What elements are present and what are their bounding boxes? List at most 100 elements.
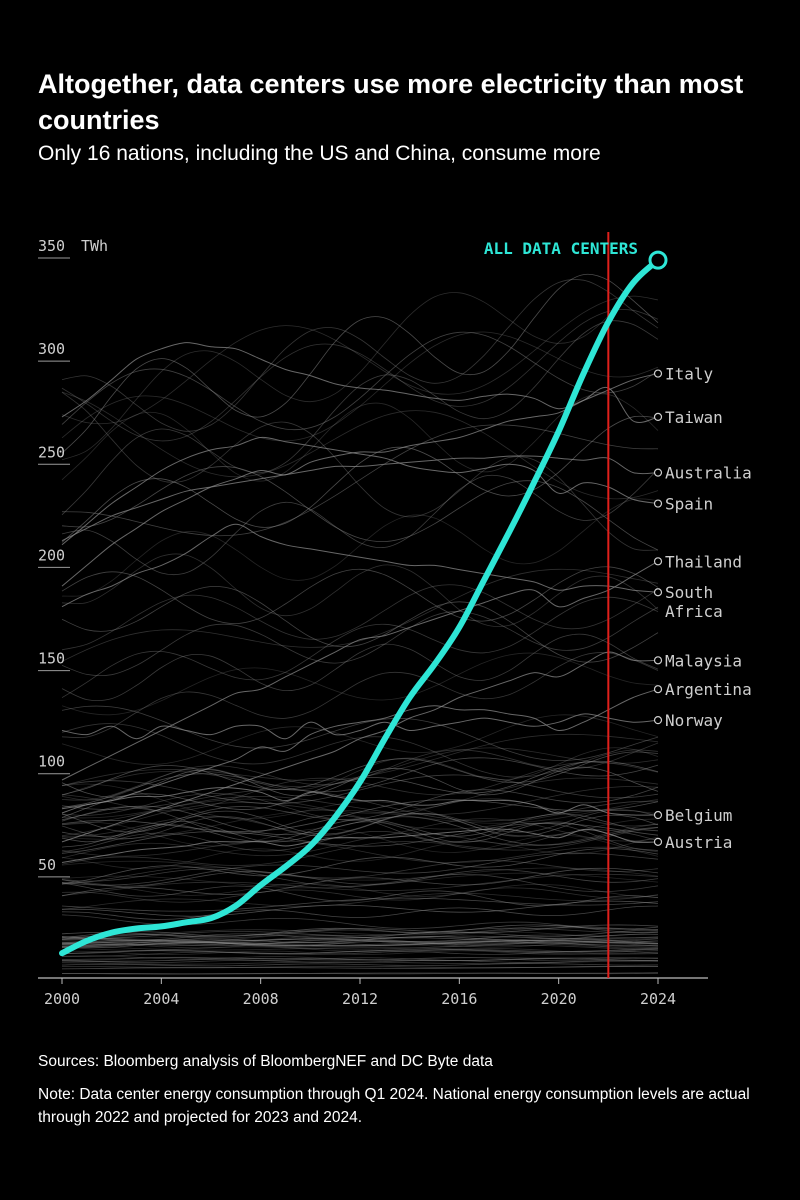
- country-line: [61, 793, 659, 827]
- labeled-country-lines: [61, 342, 659, 863]
- country-line: [61, 949, 659, 955]
- country-line: [61, 747, 659, 801]
- x-tick-label: 2008: [243, 990, 279, 1008]
- line-chart: 350 300 250 200 150 100 50 TWh 2000 2004 2008 2012…: [38, 232, 752, 1008]
- country-line-argentina: [61, 688, 659, 814]
- country-label: Australia: [665, 464, 752, 483]
- x-tick-label: 2016: [441, 990, 477, 1008]
- country-line: [62, 972, 659, 975]
- country-line: [61, 827, 659, 866]
- country-line: [61, 785, 659, 825]
- country-line-austria: [61, 828, 659, 863]
- country-line: [61, 799, 659, 832]
- country-end-marker: [653, 499, 663, 508]
- country-line: [61, 944, 659, 955]
- country-line: [61, 943, 659, 951]
- country-label: Belgium: [665, 806, 732, 825]
- country-line: [61, 939, 659, 948]
- country-line: [61, 568, 659, 662]
- country-line: [61, 714, 659, 765]
- country-line-taiwan: [61, 386, 659, 587]
- country-label: Taiwan: [665, 408, 723, 427]
- country-line: [61, 950, 659, 955]
- country-line: [61, 393, 659, 482]
- country-line-belgium: [61, 787, 659, 816]
- country-line: [61, 836, 659, 870]
- country-line: [61, 810, 659, 837]
- country-line: [61, 872, 659, 889]
- country-line: [61, 273, 659, 454]
- country-line: [61, 469, 659, 576]
- country-line: [61, 815, 659, 842]
- country-line: [61, 584, 659, 651]
- country-line: [61, 652, 659, 739]
- country-line: [61, 786, 659, 837]
- country-label: Spain: [665, 495, 713, 514]
- y-tick-label: 150: [38, 650, 65, 668]
- country-line: [61, 860, 659, 881]
- country-line: [61, 320, 659, 516]
- x-axis: 2000 2004 2008 2012 2016 2020 2024: [38, 977, 708, 1008]
- country-end-marker: [653, 837, 663, 846]
- country-end-marker: [653, 412, 663, 422]
- country-line: [61, 596, 659, 699]
- y-tick-label: 200: [38, 546, 65, 564]
- country-line: [61, 848, 659, 885]
- country-line: [61, 933, 659, 946]
- country-end-marker: [653, 468, 663, 477]
- country-end-marker: [653, 588, 663, 597]
- country-line: [61, 747, 659, 796]
- country-line: [61, 905, 659, 920]
- country-line: [61, 860, 659, 885]
- country-line: [61, 309, 659, 442]
- country-line: [61, 882, 659, 907]
- country-line-spain: [61, 436, 659, 546]
- country-line-malaysia: [61, 651, 659, 843]
- y-tick-label: 300: [38, 340, 65, 358]
- country-line: [61, 809, 659, 840]
- country-line: [61, 424, 659, 537]
- country-labels: Italy Taiwan Australia Spain Thailand SouthAf…: [653, 365, 752, 852]
- y-tick-label: 50: [38, 856, 56, 874]
- country-line: [61, 946, 659, 954]
- country-line: [61, 279, 659, 432]
- country-label: Africa: [665, 602, 723, 621]
- country-end-marker: [653, 716, 663, 725]
- country-line-south-africa: [61, 523, 659, 608]
- x-tick-label: 2012: [342, 990, 378, 1008]
- country-line: [61, 938, 659, 949]
- country-line: [61, 585, 659, 663]
- country-end-marker: [653, 810, 663, 820]
- country-line-australia: [61, 455, 659, 542]
- country-line: [61, 936, 659, 950]
- country-line: [61, 295, 659, 425]
- country-end-marker: [653, 369, 663, 378]
- country-line: [61, 947, 659, 957]
- country-line: [61, 821, 659, 857]
- country-label: Thailand: [665, 552, 742, 571]
- country-line: [61, 606, 659, 677]
- x-tick-label: 2024: [640, 990, 676, 1008]
- country-line: [61, 805, 659, 846]
- country-line: [61, 868, 659, 893]
- x-tick-label: 2000: [44, 990, 80, 1008]
- country-line: [61, 415, 659, 543]
- chart-subtitle: Only 16 nations, including the US and Ch…: [38, 142, 601, 165]
- country-line: [61, 331, 659, 442]
- country-label: Argentina: [665, 680, 752, 699]
- country-line: [61, 959, 659, 964]
- country-line: [61, 867, 659, 897]
- country-line: [61, 934, 659, 946]
- country-line: [61, 822, 659, 854]
- country-line: [61, 498, 659, 597]
- country-label: South: [665, 583, 713, 602]
- country-line: [61, 705, 659, 762]
- y-unit-label: TWh: [81, 237, 108, 255]
- data-centers-label: ALL DATA CENTERS: [484, 239, 638, 258]
- country-line: [61, 331, 659, 431]
- note-text: Note: Data center energy consumption thr…: [38, 1086, 750, 1126]
- y-tick-label: 100: [38, 753, 65, 771]
- country-line: [61, 948, 659, 955]
- country-label: Malaysia: [665, 651, 742, 670]
- country-end-marker: [653, 685, 663, 694]
